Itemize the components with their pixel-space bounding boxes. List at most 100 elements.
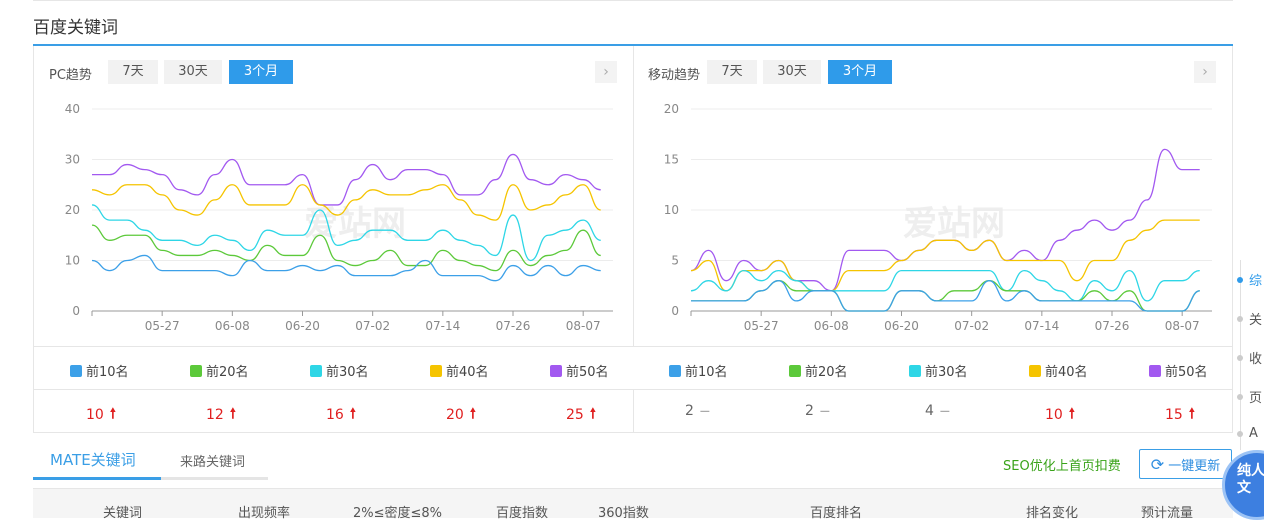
tab-mate-keywords[interactable]: MATE关键词 <box>50 451 136 469</box>
series-line-top10 <box>91 254 601 282</box>
tab-source-keywords[interactable]: 来路关键词 <box>180 455 246 470</box>
arrow-up-icon: 🠕 <box>229 406 236 422</box>
arrow-up-icon: 🠕 <box>349 406 356 422</box>
top-divider <box>33 0 1233 1</box>
x-tick-label: 05-27 <box>744 319 779 333</box>
legend-item-top50[interactable]: 前50名 <box>1149 361 1208 380</box>
column-header[interactable]: 预计流量 <box>1141 506 1194 521</box>
legend-item-top20[interactable]: 前20名 <box>789 361 848 380</box>
nav-dot <box>1237 315 1243 322</box>
count-value: 12 <box>206 407 224 423</box>
y-tick-label: 40 <box>65 102 80 116</box>
legend-label: 前20名 <box>206 365 249 380</box>
count-value: 16 <box>326 407 344 423</box>
legend-label: 前30名 <box>326 365 369 380</box>
nav-dot <box>1237 393 1243 400</box>
legend-swatch <box>789 364 801 377</box>
range-0-button[interactable]: 7天 <box>707 60 757 84</box>
legend-swatch <box>669 364 681 377</box>
legend-item-top40[interactable]: 前40名 <box>430 361 489 380</box>
arrow-up-icon: 🠕 <box>589 406 596 422</box>
y-tick-label: 30 <box>65 153 80 167</box>
count-value: 10 <box>86 407 104 423</box>
y-tick-label: 10 <box>664 203 679 217</box>
rank-count-top40: 10 🠕 <box>1045 403 1075 427</box>
series-line-top20 <box>91 224 601 272</box>
seo-link[interactable]: SEO优化上首页扣费 <box>1003 459 1121 474</box>
arrow-up-icon: 🠕 <box>1068 406 1075 422</box>
rank-counts: 2—2—4—10 🠕 15 🠕 <box>633 391 1232 433</box>
count-value: 4 <box>925 403 934 419</box>
x-tick-label: 05-27 <box>145 319 180 333</box>
side-nav-item[interactable]: A <box>1237 426 1258 441</box>
legend-swatch <box>550 364 562 377</box>
watermark: 爱站网 <box>903 204 1005 244</box>
next-chevron-icon[interactable]: › <box>595 61 617 83</box>
nav-dot <box>1237 354 1243 361</box>
legend-item-top40[interactable]: 前40名 <box>1029 361 1088 380</box>
side-nav-item[interactable]: 综 <box>1237 270 1262 289</box>
table-header: 关键词 出现频率 2%≤密度≤8% 百度指数 360指数 百度排名 排名变化 预计流量 <box>33 488 1233 521</box>
next-chevron-icon[interactable]: › <box>1194 61 1216 83</box>
x-tick-label: 07-14 <box>1024 319 1059 333</box>
x-tick-label: 08-07 <box>566 319 601 333</box>
dash-icon: — <box>699 405 710 417</box>
column-header[interactable]: 百度指数 <box>496 506 549 521</box>
range-2-button[interactable]: 3个月 <box>229 60 293 84</box>
range-1-button[interactable]: 30天 <box>763 60 821 84</box>
range-2-button[interactable]: 3个月 <box>828 60 892 84</box>
legend-label: 前20名 <box>805 365 848 380</box>
column-header[interactable]: 百度排名 <box>810 506 863 521</box>
side-nav-item[interactable]: 页 <box>1237 387 1262 406</box>
nav-dot <box>1237 430 1243 437</box>
column-header[interactable]: 排名变化 <box>1026 506 1079 521</box>
legend-item-top30[interactable]: 前30名 <box>909 361 968 380</box>
dash-icon: — <box>939 405 950 417</box>
section-title: 百度关键词 <box>33 18 118 38</box>
legend-label: 前40名 <box>446 365 489 380</box>
count-value: 10 <box>1045 407 1063 423</box>
legend-swatch <box>310 364 322 377</box>
update-button[interactable]: ⟳ 一键更新 <box>1139 449 1232 479</box>
arrow-up-icon: 🠕 <box>469 406 476 422</box>
legend-item-top20[interactable]: 前20名 <box>190 361 249 380</box>
pc-chart: 0 10 20 30 40 05-27 06-08 06-20 07-02 07-14 07-26 0… <box>65 102 613 333</box>
series-line-top40 <box>91 184 601 221</box>
series-line-top20 <box>691 280 1200 312</box>
column-header[interactable]: 关键词 <box>103 506 143 521</box>
refresh-icon: ⟳ <box>1150 454 1165 474</box>
count-value: 2 <box>805 403 814 419</box>
count-value: 2 <box>685 403 694 419</box>
arrow-up-icon: 🠕 <box>1188 406 1195 422</box>
column-header[interactable]: 2%≤密度≤8% <box>353 506 443 521</box>
x-tick-label: 06-08 <box>814 319 849 333</box>
legend-label: 前40名 <box>1045 365 1088 380</box>
rank-count-top50: 15 🠕 <box>1165 403 1195 427</box>
range-0-button[interactable]: 7天 <box>108 60 158 84</box>
legend-item-top50[interactable]: 前50名 <box>550 361 609 380</box>
side-nav-item[interactable]: 收 <box>1237 348 1262 367</box>
legend-item-top10[interactable]: 前10名 <box>669 361 728 380</box>
column-header[interactable]: 360指数 <box>598 506 649 521</box>
range-1-button[interactable]: 30天 <box>164 60 222 84</box>
legend-label: 前50名 <box>566 365 609 380</box>
x-tick-label: 07-14 <box>425 319 460 333</box>
column-header[interactable]: 出现频率 <box>238 506 291 521</box>
side-nav-item[interactable]: 关 <box>1237 309 1262 328</box>
y-tick-label: 5 <box>671 254 679 268</box>
nav-label: A <box>1249 426 1258 441</box>
mobile-trend-panel: 移动趋势 7天 30天 3个月 › 爱站网 0 5 10 15 20 05-27 06-08 06-20 0… <box>633 46 1233 433</box>
legend-label: 前10名 <box>86 365 129 380</box>
x-tick-label: 06-20 <box>285 319 320 333</box>
legend-swatch <box>430 364 442 377</box>
legend-label: 前50名 <box>1165 365 1208 380</box>
x-tick-label: 06-08 <box>215 319 250 333</box>
legend-item-top30[interactable]: 前30名 <box>310 361 369 380</box>
count-value: 20 <box>446 407 464 423</box>
legend: 前10名 前20名 前30名 前40名 前50名 <box>633 346 1232 390</box>
nav-label: 收 <box>1249 352 1263 367</box>
y-tick-label: 0 <box>72 304 80 318</box>
legend-item-top10[interactable]: 前10名 <box>70 361 129 380</box>
legend-swatch <box>909 364 921 377</box>
rank-count-top30: 16 🠕 <box>326 403 356 427</box>
